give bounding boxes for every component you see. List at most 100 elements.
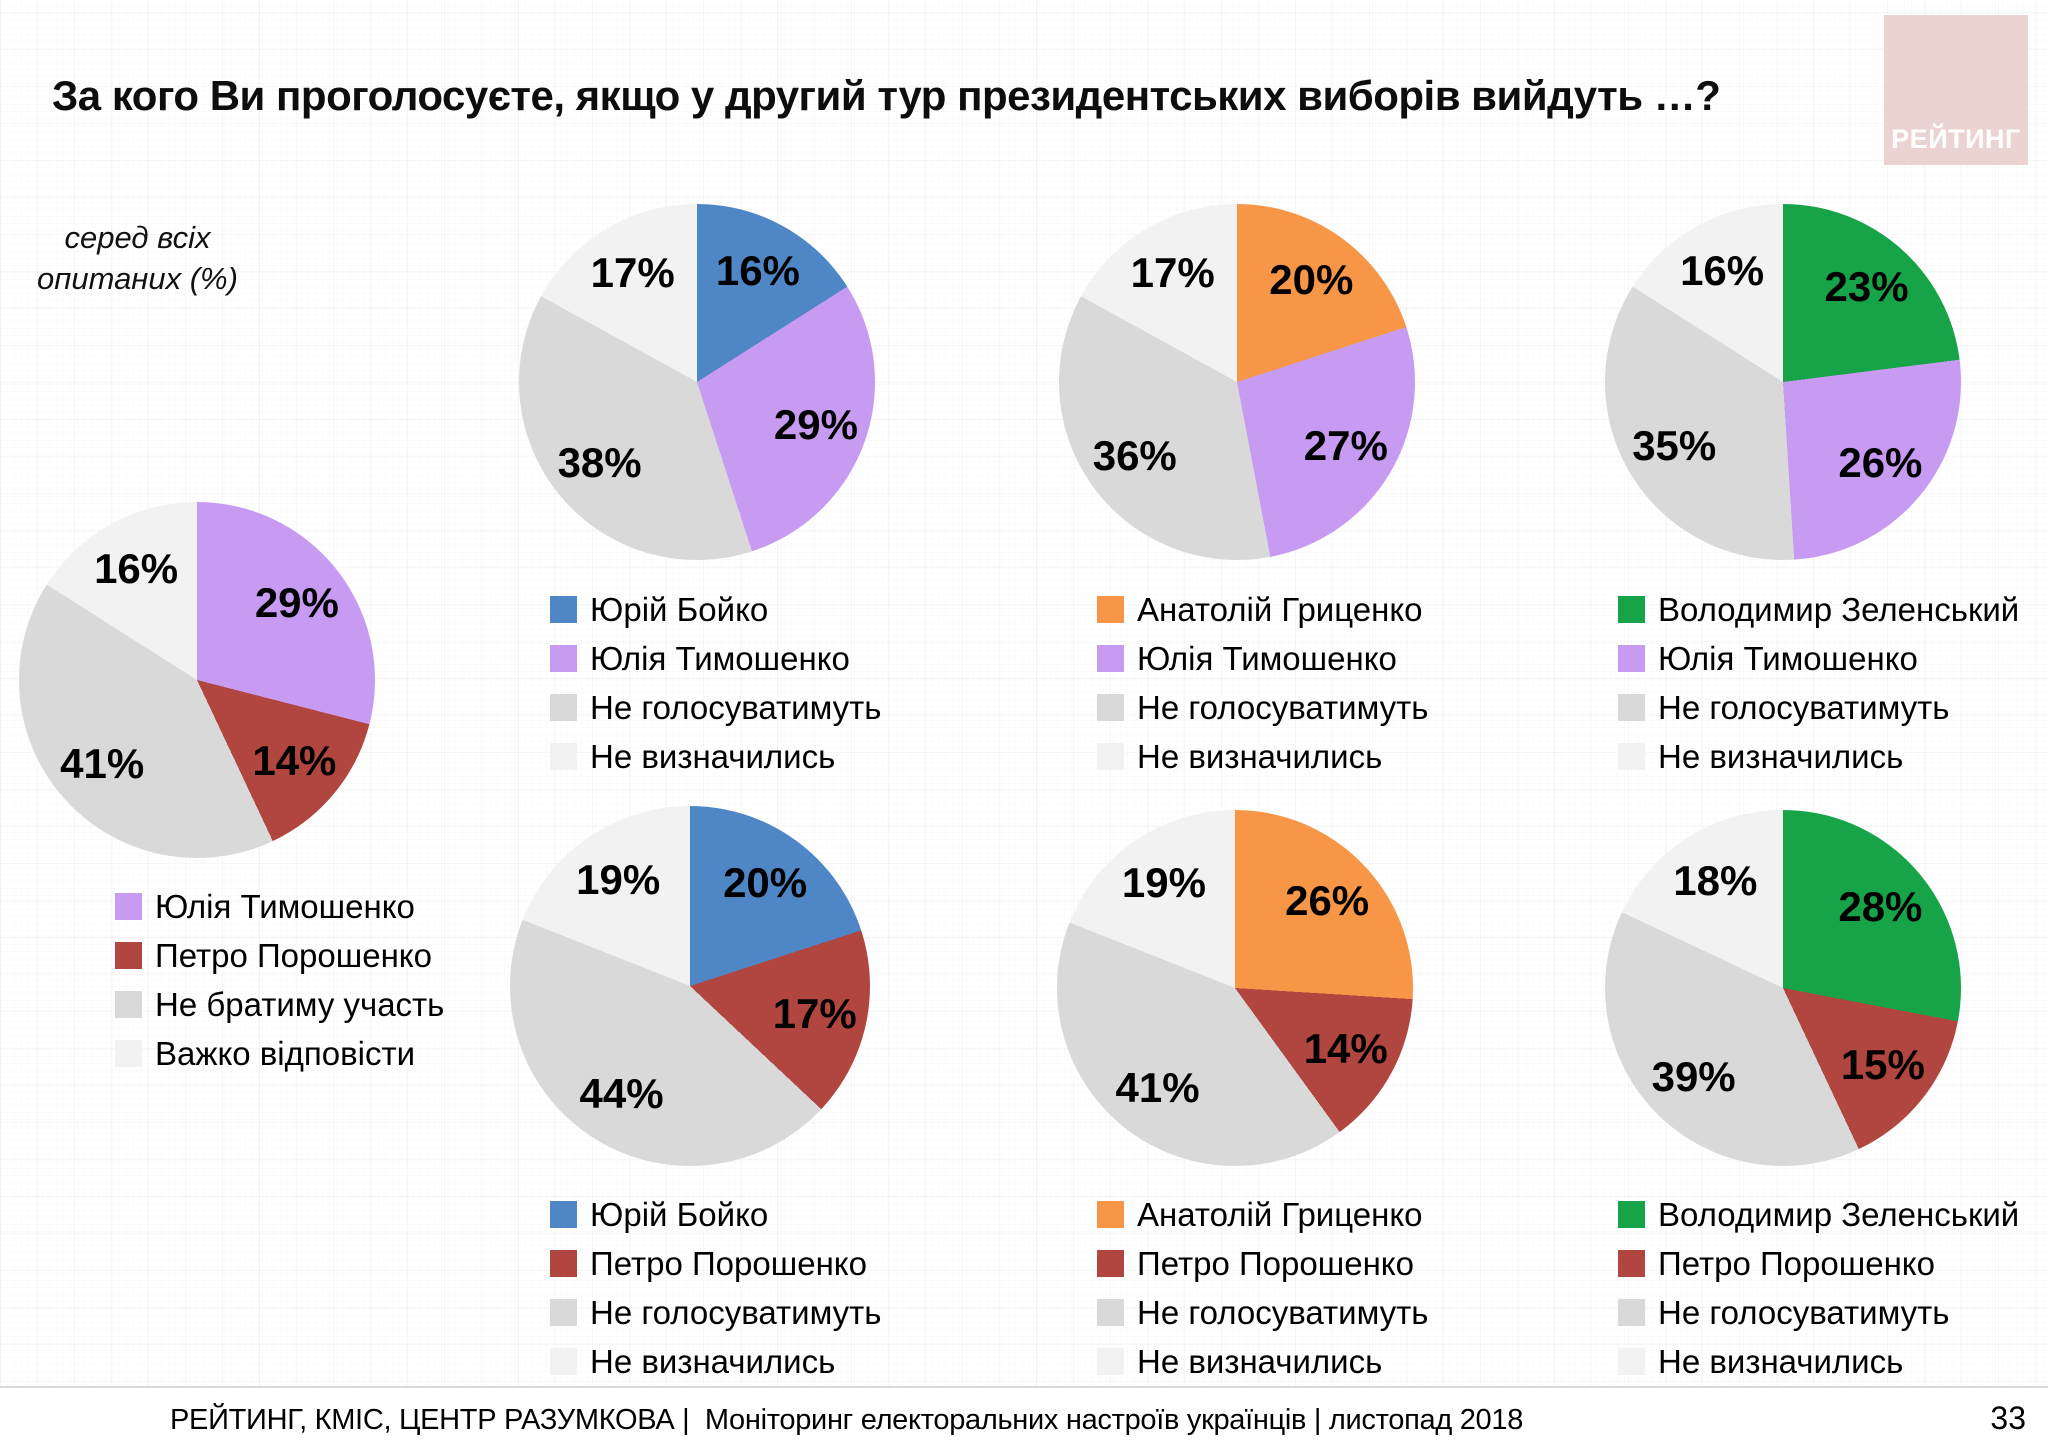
legend-label: Петро Порошенко [155, 937, 432, 974]
legend-item: Не голосуватимуть [1618, 1288, 2019, 1337]
legend-item: Петро Порошенко [115, 931, 444, 980]
legend-item: Не визначились [1097, 732, 1428, 781]
legend-label: Юрій Бойко [590, 591, 769, 628]
footer-divider [0, 1386, 2048, 1388]
slice-label-hrytsenko-vs-poroshenko-2: 41% [1115, 1063, 1200, 1111]
legend-label: Юлія Тимошенко [155, 888, 415, 925]
slice-label-hrytsenko-vs-poroshenko-1: 14% [1303, 1024, 1388, 1072]
legend-swatch [1097, 743, 1124, 770]
legend-label: Анатолій Гриценко [1137, 591, 1423, 628]
slice-label-boyko-vs-poroshenko-0: 20% [723, 858, 808, 906]
legend-swatch [1618, 596, 1645, 623]
legend-swatch [1618, 694, 1645, 721]
slice-label-boyko-vs-tymoshenko-2: 38% [557, 438, 642, 486]
footer-source-text: РЕЙТИНГ, КМІС, ЦЕНТР РАЗУМКОВА | Монітор… [170, 1404, 1524, 1436]
legend-label: Петро Порошенко [1137, 1245, 1414, 1282]
slice-label-boyko-vs-tymoshenko-0: 16% [715, 247, 800, 295]
legend-label: Не визначились [1137, 1343, 1383, 1380]
legend-item: Юлія Тимошенко [1618, 634, 2019, 683]
pie-tymoshenko-vs-poroshenko [19, 502, 375, 858]
legend-swatch [550, 596, 577, 623]
legend-label: Не визначились [1137, 738, 1383, 775]
slice-label-boyko-vs-poroshenko-1: 17% [772, 989, 857, 1037]
legend-item: Не визначились [1618, 1337, 2019, 1386]
page-title: За кого Ви проголосуєте, якщо у другий т… [52, 72, 1721, 119]
legend-label: Не голосуватимуть [590, 689, 882, 726]
legend-swatch [115, 893, 142, 920]
legend-label: Петро Порошенко [590, 1245, 867, 1282]
legend-swatch [1097, 1201, 1124, 1228]
slice-label-hrytsenko-vs-poroshenko-3: 19% [1121, 859, 1206, 907]
slice-label-tymoshenko-vs-poroshenko-2: 41% [60, 739, 145, 787]
legend-swatch [1618, 1250, 1645, 1277]
slice-label-zelensky-vs-poroshenko-3: 18% [1673, 857, 1758, 905]
pie-zelensky-vs-tymoshenko [1605, 204, 1961, 560]
slice-label-hrytsenko-vs-poroshenko-0: 26% [1285, 877, 1370, 925]
legend-item: Не визначились [550, 1337, 881, 1386]
legend-swatch [550, 645, 577, 672]
legend-swatch [550, 1201, 577, 1228]
slice-label-hrytsenko-vs-tymoshenko-1: 27% [1303, 422, 1388, 470]
legend-label: Юлія Тимошенко [1137, 640, 1397, 677]
legend-label: Важко відповісти [155, 1035, 416, 1072]
slice-label-tymoshenko-vs-poroshenko-1: 14% [252, 736, 337, 784]
legend-hrytsenko-vs-tymoshenko: Анатолій Гриценко Юлія Тимошенко Не голосу… [1097, 585, 1428, 781]
footer-strip [0, 1388, 2048, 1456]
pie-hrytsenko-vs-tymoshenko [1059, 204, 1415, 560]
slice-label-zelensky-vs-tymoshenko-0: 23% [1824, 263, 1909, 311]
legend-item: Юрій Бойко [550, 1190, 881, 1239]
page-number: 33 [1990, 1400, 2026, 1436]
legend-hrytsenko-vs-poroshenko: Анатолій Гриценко Петро Порошенко Не голос… [1097, 1190, 1428, 1386]
legend-item: Анатолій Гриценко [1097, 1190, 1428, 1239]
legend-item: Не голосуватимуть [550, 683, 881, 732]
legend-swatch [1618, 1201, 1645, 1228]
legend-swatch [1618, 1299, 1645, 1326]
legend-label: Не братиму участь [155, 986, 445, 1023]
legend-item: Петро Порошенко [550, 1239, 881, 1288]
slice-label-boyko-vs-tymoshenko-3: 17% [590, 249, 675, 297]
slice-label-boyko-vs-tymoshenko-1: 29% [773, 400, 858, 448]
legend-label: Анатолій Гриценко [1137, 1196, 1423, 1233]
pie-zelensky-vs-poroshenko [1605, 810, 1961, 1166]
legend-item: Юлія Тимошенко [1097, 634, 1428, 683]
legend-label: Володимир Зеленський [1658, 591, 2020, 628]
legend-swatch [115, 991, 142, 1018]
rating-logo-label: РЕЙТИНГ [1891, 124, 2021, 154]
pie-boyko-vs-tymoshenko [519, 204, 875, 560]
legend-boyko-vs-tymoshenko: Юрій Бойко Юлія Тимошенко Не голосуватимут… [550, 585, 881, 781]
legend-tymoshenko-vs-poroshenko: Юлія Тимошенко Петро Порошенко Не братиму … [115, 882, 444, 1078]
legend-boyko-vs-poroshenko: Юрій Бойко Петро Порошенко Не голосуватиму… [550, 1190, 881, 1386]
legend-swatch [1618, 1348, 1645, 1375]
legend-label: Не голосуватимуть [1137, 689, 1429, 726]
slice-label-zelensky-vs-poroshenko-0: 28% [1838, 883, 1923, 931]
legend-label: Петро Порошенко [1658, 1245, 1935, 1282]
legend-swatch [115, 1040, 142, 1067]
slice-label-boyko-vs-poroshenko-3: 19% [576, 856, 661, 904]
legend-item: Не визначились [1097, 1337, 1428, 1386]
legend-item: Петро Порошенко [1618, 1239, 2019, 1288]
slice-label-hrytsenko-vs-tymoshenko-3: 17% [1130, 249, 1215, 297]
slice-label-tymoshenko-vs-poroshenko-3: 16% [94, 545, 179, 593]
rating-logo: РЕЙТИНГ [1884, 15, 2028, 165]
legend-swatch [1097, 1299, 1124, 1326]
legend-swatch [1097, 645, 1124, 672]
legend-label: Не визначились [590, 738, 836, 775]
slice-label-hrytsenko-vs-tymoshenko-2: 36% [1092, 432, 1177, 480]
slice-label-zelensky-vs-poroshenko-1: 15% [1840, 1041, 1925, 1089]
legend-swatch [1618, 645, 1645, 672]
sample-note: серед всіх опитаних (%) [37, 220, 238, 296]
legend-item: Анатолій Гриценко [1097, 585, 1428, 634]
legend-label: Не голосуватимуть [1658, 1294, 1950, 1331]
legend-label: Юлія Тимошенко [590, 640, 850, 677]
legend-label: Не голосуватимуть [1137, 1294, 1429, 1331]
legend-label: Не голосуватимуть [590, 1294, 882, 1331]
legend-swatch [1097, 694, 1124, 721]
legend-item: Петро Порошенко [1097, 1239, 1428, 1288]
slice-label-tymoshenko-vs-poroshenko-0: 29% [254, 578, 339, 626]
legend-item: Володимир Зеленський [1618, 585, 2019, 634]
pie-hrytsenko-vs-poroshenko [1057, 810, 1413, 1166]
legend-item: Не голосуватимуть [1097, 683, 1428, 732]
legend-swatch [550, 743, 577, 770]
legend-item: Не голосуватимуть [1097, 1288, 1428, 1337]
